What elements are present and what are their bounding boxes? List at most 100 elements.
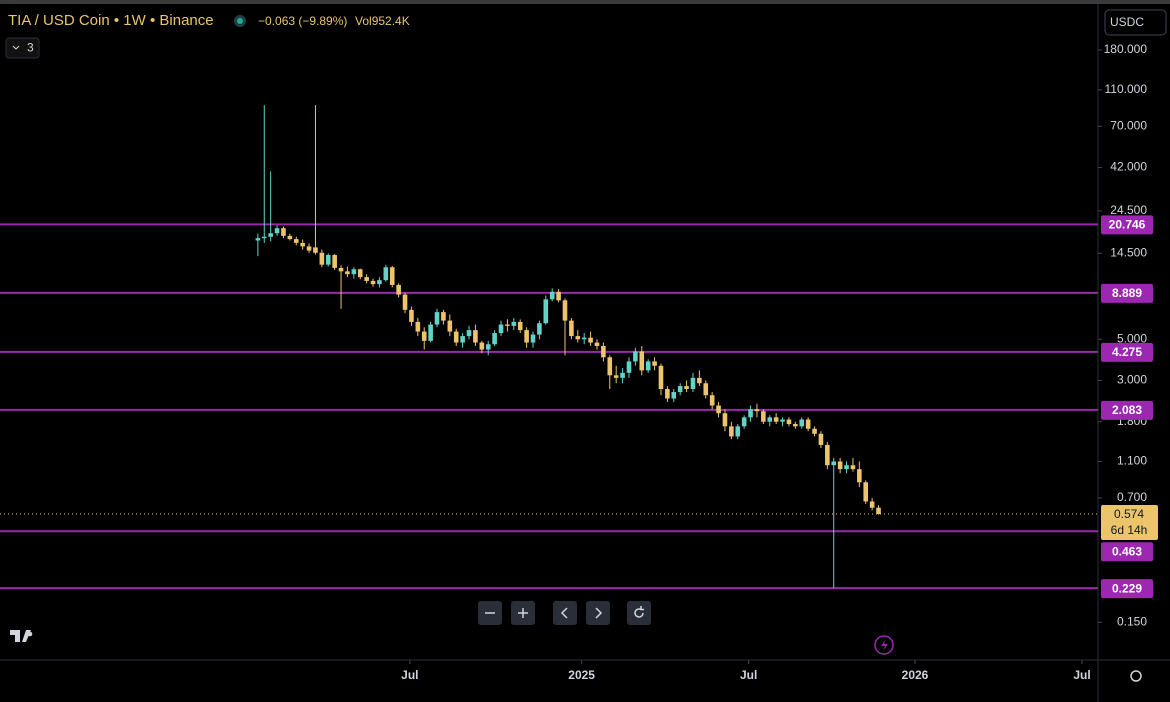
tv-logo: [10, 630, 33, 642]
scroll-right[interactable]: [586, 601, 610, 625]
icon: [595, 607, 603, 619]
candle-body: [652, 361, 657, 366]
candle-body: [319, 252, 325, 265]
candle-body: [799, 419, 805, 427]
level-label: 4.275: [1112, 345, 1142, 359]
y-tick-label: 3.000: [1117, 373, 1147, 387]
candle-body: [793, 423, 798, 427]
candle-body: [511, 321, 517, 326]
scroll-left[interactable]: [553, 601, 577, 625]
x-tick-label: Jul: [1073, 668, 1090, 682]
last-price-box: [1101, 504, 1158, 540]
candle-body: [268, 233, 273, 237]
candle-body: [421, 331, 427, 341]
logo: [10, 630, 31, 642]
y-tick-label: 14.500: [1110, 246, 1147, 260]
candle-body: [626, 361, 632, 373]
symbol-name: TIA / USD Coin: [8, 12, 110, 29]
candle-body: [825, 444, 830, 466]
candle-body: [703, 383, 709, 396]
candle-body: [530, 334, 536, 343]
candle-body: [255, 238, 261, 241]
candle-body: [562, 300, 568, 321]
candle-body: [607, 357, 613, 376]
candle-body: [261, 236, 267, 239]
exchange: Binance: [159, 12, 213, 29]
candle-body: [428, 324, 433, 341]
candle-body: [831, 461, 837, 466]
candle-body: [722, 413, 728, 427]
candle-body: [377, 280, 382, 285]
level-box: [1101, 579, 1153, 599]
candle-body: [517, 321, 523, 331]
candle-body: [869, 501, 875, 508]
y-tick-label: 0.150: [1117, 614, 1147, 628]
candle-body: [396, 284, 401, 295]
candle-body: [620, 372, 625, 378]
candle-body: [498, 324, 504, 334]
candle-body: [281, 228, 286, 236]
candle-body: [441, 312, 446, 321]
candle-body: [460, 336, 465, 343]
candle-body: [639, 351, 645, 371]
candle-body: [773, 417, 779, 422]
candle-body: [383, 267, 389, 281]
candle-body: [748, 409, 753, 418]
level-label: 0.229: [1112, 581, 1142, 595]
candle-body: [370, 280, 376, 285]
status-dot-core: [237, 18, 243, 24]
indicator-count: 3: [27, 41, 34, 55]
candle-body: [447, 320, 453, 332]
candle-body: [857, 469, 862, 483]
indicators-toggle[interactable]: [5, 37, 40, 59]
candle-body: [287, 235, 293, 240]
candle-body: [671, 392, 677, 399]
settings[interactable]: [1130, 670, 1142, 682]
y-tick-label: 1.100: [1117, 454, 1147, 468]
level-box: [1101, 400, 1153, 420]
candle-body: [665, 388, 670, 399]
candle-body: [293, 239, 299, 243]
candle-body: [761, 411, 766, 422]
candle-body: [581, 337, 587, 340]
reset[interactable]: [627, 601, 651, 625]
candle-body: [876, 507, 881, 514]
x-tick-label: Jul: [401, 668, 418, 682]
x-tick-label: 2025: [568, 668, 595, 682]
candle-body: [300, 242, 305, 247]
candle-body: [364, 277, 369, 281]
top-border: [0, 0, 1170, 4]
level-label: 2.083: [1112, 403, 1142, 417]
candle-body: [569, 320, 574, 337]
chevron: [12, 45, 20, 50]
candle-body: [741, 417, 747, 427]
level-label: 20.746: [1109, 218, 1146, 232]
candle-body: [588, 337, 593, 343]
candle-body: [844, 465, 849, 470]
interval: 1W: [123, 12, 146, 29]
candle-body: [473, 330, 478, 343]
y-tick-label: 70.000: [1110, 118, 1147, 132]
candle-body: [325, 255, 331, 265]
candle-body: [690, 377, 696, 389]
candle-body: [786, 419, 792, 424]
currency-button[interactable]: [1104, 9, 1167, 36]
bolt: [881, 639, 888, 651]
y-tick-label: 110.000: [1105, 82, 1148, 96]
candle-body: [780, 419, 785, 422]
candle-body: [716, 405, 721, 414]
level-box: [1101, 215, 1153, 235]
candle-body: [409, 309, 414, 322]
candle-body: [767, 417, 773, 422]
candle-body: [729, 426, 734, 437]
icon: [560, 607, 568, 619]
y-tick-label: 42.000: [1110, 160, 1147, 174]
last-price-label: 0.574: [1114, 507, 1144, 521]
volume: Vol952.4K: [355, 14, 410, 28]
candle-body: [709, 395, 715, 406]
candle-body: [556, 291, 561, 301]
candle-body: [697, 377, 702, 384]
alert-icon[interactable]: [874, 635, 894, 655]
